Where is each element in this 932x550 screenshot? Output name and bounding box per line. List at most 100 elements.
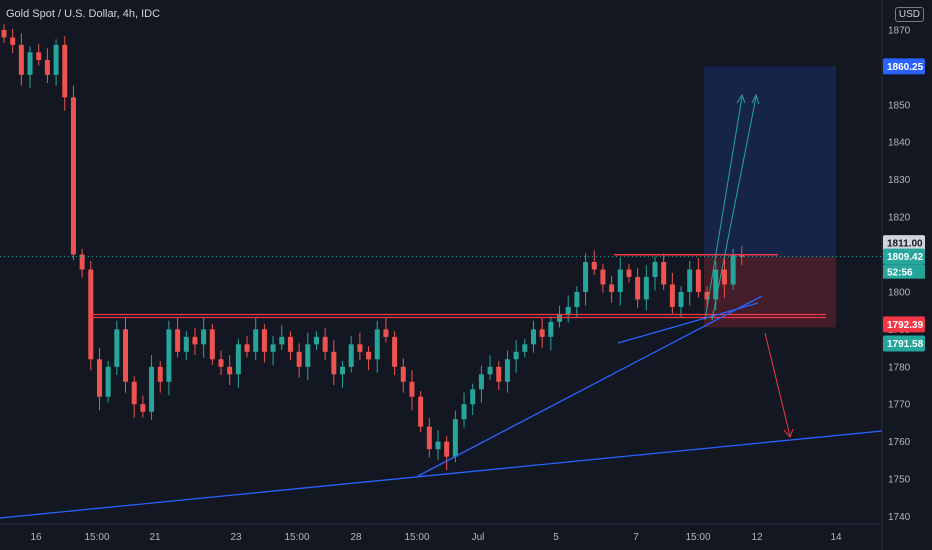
candle-body xyxy=(539,329,545,337)
currency-badge[interactable]: USD xyxy=(894,7,924,22)
time-tick-label: 7 xyxy=(633,532,639,543)
candle-body xyxy=(357,344,363,352)
candle-body xyxy=(730,254,736,285)
candle-body xyxy=(504,359,510,382)
price-tick-label: 1740 xyxy=(888,512,911,523)
candle-body xyxy=(70,97,76,255)
candle-body xyxy=(409,381,415,397)
candle-body xyxy=(201,329,207,345)
candle-body xyxy=(192,336,198,345)
candle-body xyxy=(305,344,311,367)
short-trendline xyxy=(617,302,759,344)
candle-body xyxy=(669,284,675,307)
candle-body xyxy=(140,404,146,412)
rising-trendline xyxy=(417,295,763,477)
candle-body xyxy=(27,52,33,75)
candle-body xyxy=(322,336,328,352)
candle-body xyxy=(53,44,59,75)
candle-body xyxy=(235,344,241,375)
time-tick-label: 15:00 xyxy=(284,532,309,543)
time-tick-label: 5 xyxy=(553,532,559,543)
candle-body xyxy=(591,262,597,270)
candle-body xyxy=(400,366,406,382)
candle-body xyxy=(626,269,632,277)
time-tick-label: 15:00 xyxy=(404,532,429,543)
candle-body xyxy=(96,359,102,397)
candle-body xyxy=(435,441,441,450)
time-tick-label: 15:00 xyxy=(84,532,109,543)
candle-body xyxy=(687,269,693,292)
candle-body xyxy=(513,351,519,360)
candle-body xyxy=(270,344,276,352)
current-price-label-extra-bg xyxy=(883,264,925,279)
candle-body xyxy=(600,269,606,285)
candle-body xyxy=(18,44,24,75)
candle-body xyxy=(62,44,68,98)
candle-body xyxy=(36,52,42,60)
support-price-label: 1791.58 xyxy=(887,339,924,350)
candle-body xyxy=(548,321,554,337)
candle-body xyxy=(131,381,137,405)
candle-body xyxy=(461,404,467,420)
time-tick-label: 21 xyxy=(149,532,161,543)
time-tick-label: 12 xyxy=(751,532,763,543)
candle-body xyxy=(157,366,163,382)
target-price-label: 1860.25 xyxy=(887,62,924,73)
candle-body xyxy=(10,37,16,45)
candle-body xyxy=(114,329,120,367)
time-tick-label: Jul xyxy=(472,532,485,543)
candle-body xyxy=(209,329,215,360)
candle-body xyxy=(1,29,7,38)
candle-body xyxy=(366,351,372,360)
support-price-label-bg xyxy=(883,335,925,352)
time-tick-label: 28 xyxy=(350,532,362,543)
candle-body xyxy=(105,366,111,397)
stop-price-label-bg xyxy=(883,316,925,333)
candle-body xyxy=(426,426,432,450)
candle-body xyxy=(218,359,224,367)
candle-body xyxy=(123,329,129,382)
current-price-label-bg xyxy=(883,248,925,265)
price-tick-label: 1750 xyxy=(888,475,911,486)
stop-price-label: 1792.39 xyxy=(887,320,924,331)
price-tick-label: 1780 xyxy=(888,362,911,373)
candle-body xyxy=(261,329,267,352)
target-arrowhead xyxy=(736,93,746,104)
candle-body xyxy=(487,366,493,375)
candle-body xyxy=(44,59,50,75)
candle-body xyxy=(244,344,250,352)
candle-body xyxy=(496,366,502,382)
symbol-title[interactable]: Gold Spot / U.S. Dollar, 4h, IDC xyxy=(6,8,161,20)
candle-body xyxy=(643,276,649,300)
candle-body xyxy=(296,351,302,367)
candle-body xyxy=(652,262,658,277)
candle-body xyxy=(470,389,476,405)
target-arrow-2 xyxy=(711,96,757,321)
candle-body xyxy=(574,291,580,307)
stop-zone xyxy=(704,256,836,328)
candle-body xyxy=(583,262,589,292)
current-price-label: 1809.42 xyxy=(887,252,924,263)
candle-body xyxy=(149,366,155,412)
target-arrowhead-2 xyxy=(751,93,760,105)
price-tick-label: 1870 xyxy=(888,25,911,36)
candle-body xyxy=(166,329,172,382)
candle-body xyxy=(739,254,745,257)
candle-body xyxy=(721,269,727,285)
candle-body xyxy=(383,329,389,337)
candle-body xyxy=(331,351,337,375)
candle-body xyxy=(374,329,380,360)
candle-body xyxy=(348,344,354,367)
time-tick-label: 14 xyxy=(830,532,842,543)
candle-body xyxy=(557,314,563,322)
candle-body xyxy=(227,366,233,375)
candle-body xyxy=(678,291,684,307)
price-tick-label: 1770 xyxy=(888,400,911,411)
target-arrow xyxy=(704,96,743,321)
candle-body xyxy=(635,276,641,300)
candle-body xyxy=(340,366,346,375)
target-zone xyxy=(704,66,836,257)
